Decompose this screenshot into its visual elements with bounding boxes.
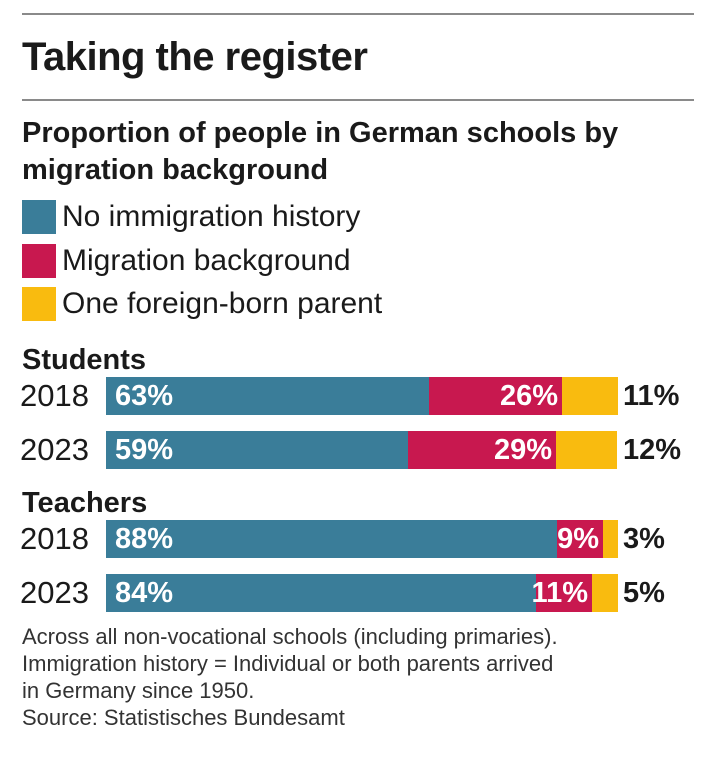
year-label-teachers-2018: 2018 bbox=[20, 521, 89, 556]
footnote-line-2: Immigration history = Individual or both… bbox=[22, 651, 554, 676]
data-label-teachers-2018-one-foreign-born-parent: 3% bbox=[623, 523, 665, 555]
bar-segment-teachers-2023-no-immigration-history bbox=[106, 574, 536, 612]
data-label-students-2018-migration-background: 26% bbox=[499, 380, 558, 412]
bar-segment-teachers-2018-migration-background bbox=[557, 520, 603, 558]
data-label-teachers-2018-migration-background: 9% bbox=[557, 523, 599, 555]
legend-item-one-foreign-born-parent: One foreign-born parent bbox=[22, 287, 382, 321]
legend-swatch-no-immigration-history bbox=[22, 200, 56, 234]
data-label-students-2023-one-foreign-born-parent: 12% bbox=[623, 434, 682, 466]
data-label-students-2023-migration-background: 29% bbox=[493, 434, 552, 466]
footnote-line-4: Source: Statistisches Bundesamt bbox=[22, 705, 345, 730]
data-label-students-2018-no-immigration-history: 63% bbox=[115, 380, 174, 412]
bar-segment-teachers-2018-no-immigration-history bbox=[106, 520, 557, 558]
bar-segment-teachers-2023-migration-background bbox=[536, 574, 592, 612]
year-label-teachers-2023: 2023 bbox=[20, 575, 89, 610]
data-label-teachers-2023-no-immigration-history: 84% bbox=[115, 577, 174, 609]
data-label-teachers-2018-no-immigration-history: 88% bbox=[115, 523, 174, 555]
group-label-teachers: Teachers bbox=[22, 487, 148, 519]
year-label-students-2018: 2018 bbox=[20, 378, 89, 413]
bar-segment-teachers-2023-one-foreign-born-parent bbox=[592, 574, 618, 612]
legend-label-migration-background: Migration background bbox=[62, 244, 351, 277]
bar-segment-students-2023-one-foreign-born-parent bbox=[556, 431, 617, 469]
bar-segment-students-2018-one-foreign-born-parent bbox=[562, 377, 618, 415]
title-rule bbox=[22, 99, 694, 101]
bar-segment-teachers-2018-one-foreign-born-parent bbox=[603, 520, 618, 558]
legend-item-migration-background: Migration background bbox=[22, 244, 351, 278]
bar-segment-students-2023-migration-background bbox=[408, 431, 556, 469]
chart-title: Taking the register bbox=[22, 35, 368, 79]
legend-item-no-immigration-history: No immigration history bbox=[22, 200, 360, 234]
footnote-line-1: Across all non-vocational schools (inclu… bbox=[22, 624, 558, 649]
bar-segment-students-2023-no-immigration-history bbox=[106, 431, 408, 469]
bar-segment-students-2018-migration-background bbox=[429, 377, 562, 415]
data-label-teachers-2023-one-foreign-born-parent: 5% bbox=[623, 577, 665, 609]
legend-label-one-foreign-born-parent: One foreign-born parent bbox=[62, 287, 383, 320]
footnote-line-3: in Germany since 1950. bbox=[22, 678, 255, 703]
data-label-teachers-2023-migration-background: 11% bbox=[531, 577, 588, 609]
data-label-students-2018-one-foreign-born-parent: 11% bbox=[623, 380, 680, 412]
footnote: Across all non-vocational schools (inclu… bbox=[22, 623, 694, 731]
group-label-students: Students bbox=[22, 344, 147, 376]
chart-subtitle: Proportion of people in German schools b… bbox=[22, 117, 619, 186]
legend-label-no-immigration-history: No immigration history bbox=[62, 200, 361, 233]
legend-swatch-one-foreign-born-parent bbox=[22, 287, 56, 321]
legend-swatch-migration-background bbox=[22, 244, 56, 278]
top-rule bbox=[22, 13, 694, 15]
bar-segment-students-2018-no-immigration-history bbox=[106, 377, 429, 415]
year-label-students-2023: 2023 bbox=[20, 432, 89, 467]
data-label-students-2023-no-immigration-history: 59% bbox=[115, 434, 174, 466]
